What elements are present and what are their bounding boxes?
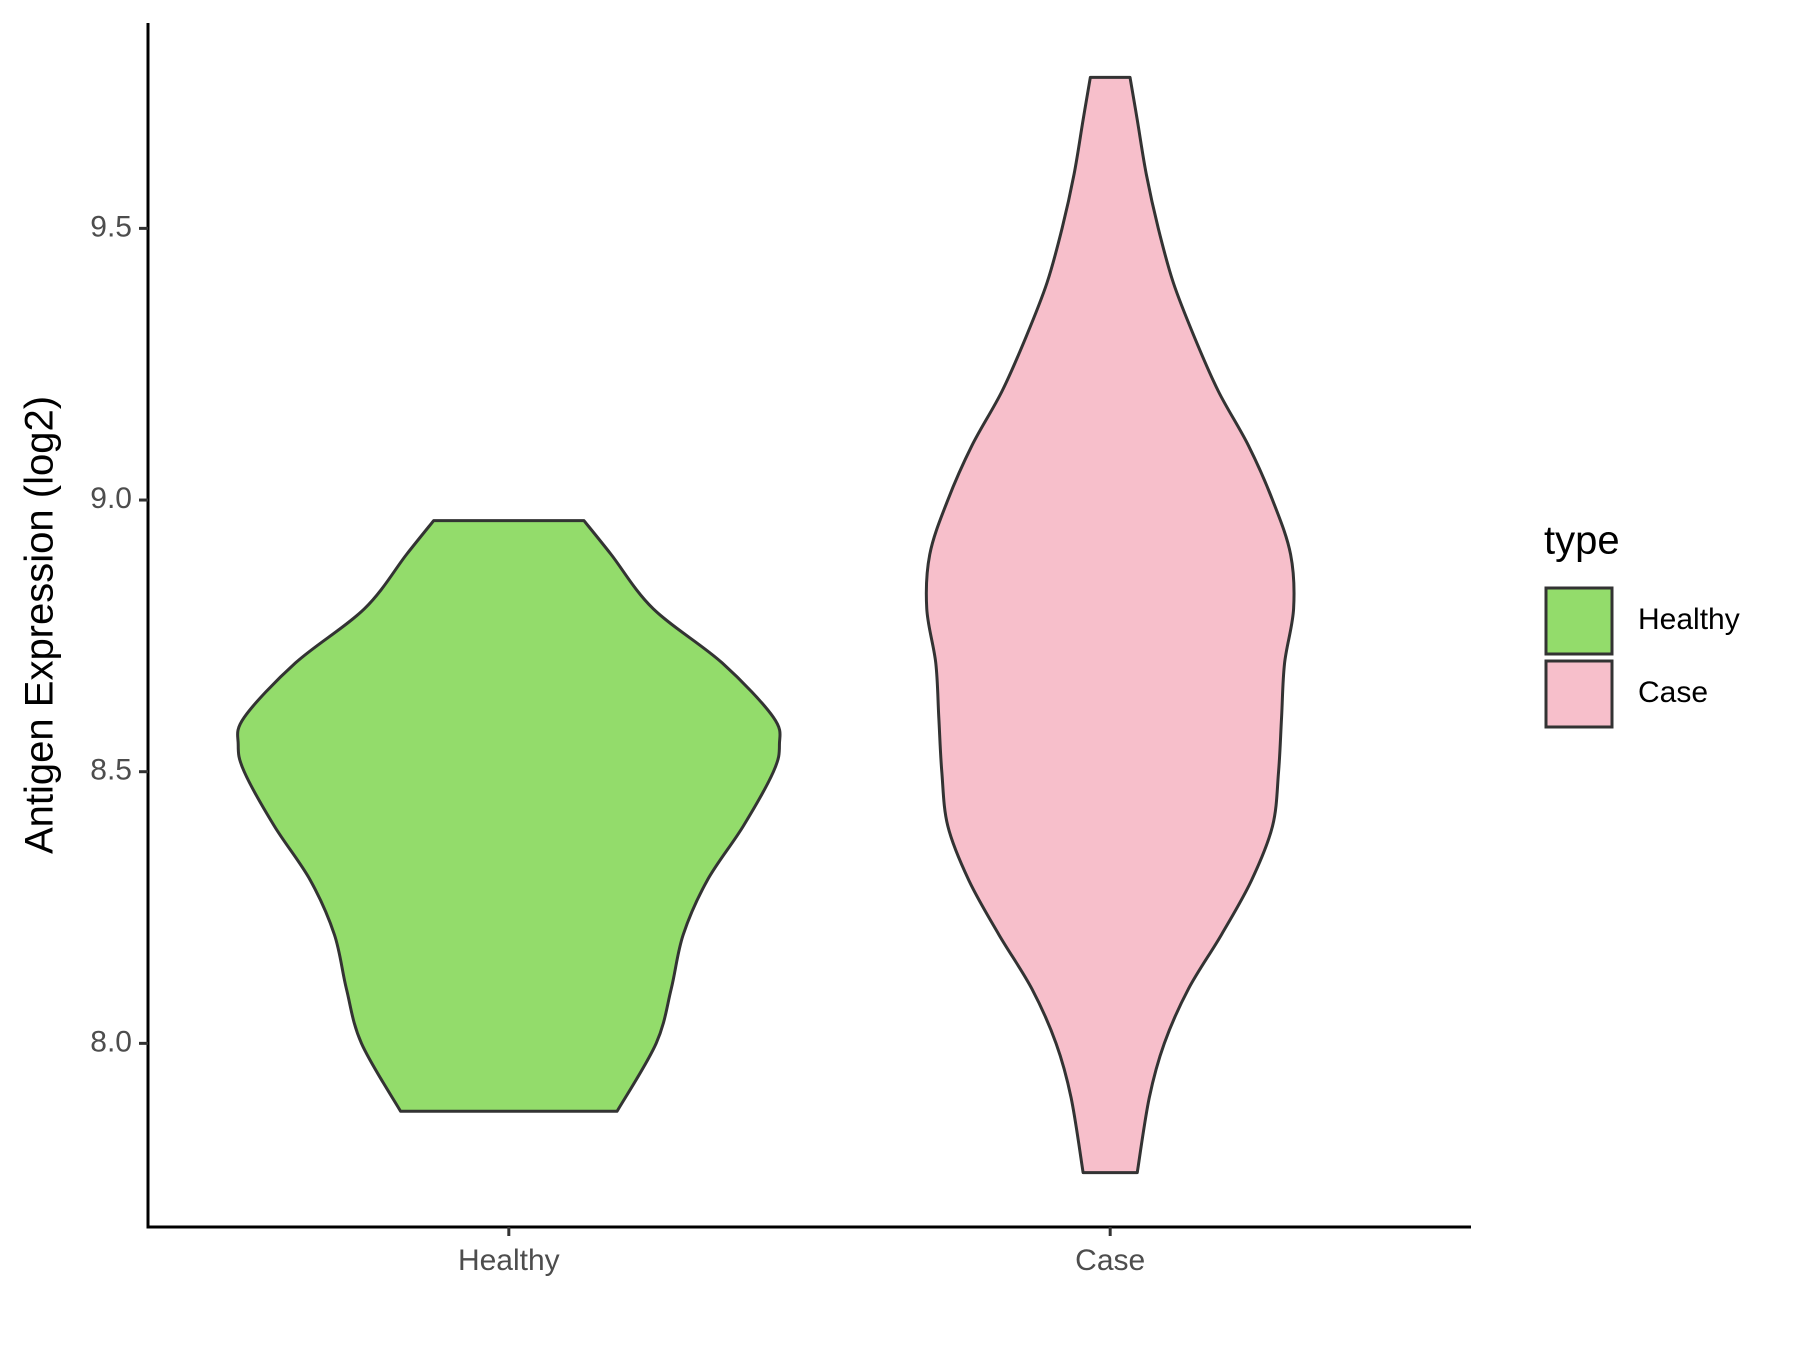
y-tick-label: 9.0 (90, 482, 132, 515)
y-tick-label: 8.0 (90, 1025, 132, 1058)
y-tick-label: 8.5 (90, 754, 132, 787)
legend-label: Healthy (1638, 603, 1740, 636)
violin (236, 519, 782, 1113)
legend-key (1544, 586, 1614, 656)
x-tick-label: Healthy (458, 1244, 560, 1277)
y-tick-label: 9.5 (90, 210, 132, 243)
legend-title: type (1544, 519, 1620, 563)
y-axis-label: Antigen Expression (log2) (18, 396, 62, 854)
legend-label: Case (1638, 676, 1708, 709)
legend-key (1544, 659, 1614, 729)
x-tick-label: Case (1075, 1244, 1145, 1277)
violin (924, 75, 1296, 1175)
